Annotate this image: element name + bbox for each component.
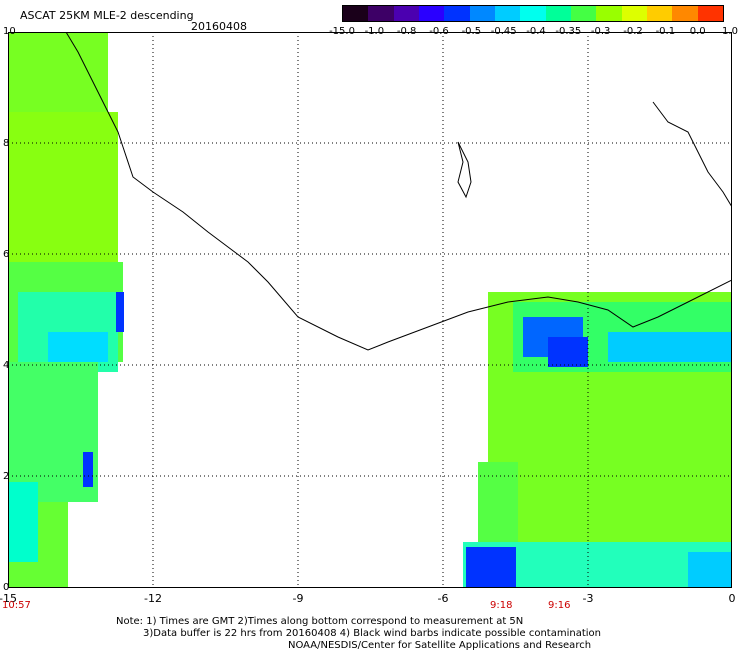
pass-time-middle1: 9:18 <box>490 600 513 611</box>
colorbar-swatch-12 <box>646 6 673 21</box>
x-tick-0: -15 <box>0 592 17 605</box>
colorbar-swatch-2 <box>393 6 419 21</box>
footnote: Note: 1) Times are GMT 2)Times along bot… <box>116 616 601 652</box>
x-tick-4: -3 <box>582 592 594 605</box>
colorbar-swatch-6 <box>494 6 521 21</box>
colorbar-swatch-11 <box>621 6 647 21</box>
colorbar-label-9: -0.2 <box>623 26 643 37</box>
colorbar-label-3: -0.6 <box>429 26 449 37</box>
colorbar-label-10: -0.1 <box>655 26 676 37</box>
y-tick-1: 8 <box>3 138 10 149</box>
colorbar-swatch-0 <box>343 6 369 21</box>
pass-time-left: 10:57 <box>2 600 31 611</box>
right-swath <box>463 292 732 588</box>
colorbar-swatch-5 <box>469 6 495 21</box>
y-tick-3: 4 <box>3 360 10 371</box>
colorbar <box>342 5 724 22</box>
map-canvas <box>8 32 732 588</box>
colorbar-label-6: -0.4 <box>526 26 546 37</box>
colorbar-label-8: -0.3 <box>590 26 611 37</box>
island <box>457 141 472 199</box>
colorbar-swatch-4 <box>444 6 470 21</box>
header-date: 20160408 <box>191 20 247 33</box>
colorbar-label-4: -0.5 <box>461 26 482 37</box>
note-line-2: 3)Data buffer is 22 hrs from 20160408 4)… <box>143 628 601 639</box>
y-tick-0: 10 <box>3 26 16 37</box>
map-area <box>8 32 732 588</box>
y-tick-4: 2 <box>3 471 10 482</box>
note-line-3: NOAA/NESDIS/Center for Satellite Applica… <box>288 640 592 651</box>
colorbar-swatch-9 <box>570 6 597 21</box>
y-tick-2: 6 <box>3 249 10 260</box>
colorbar-swatch-7 <box>520 6 546 21</box>
colorbar-label-7: -0.35 <box>555 26 582 37</box>
x-tick-2: -9 <box>292 592 304 605</box>
colorbar-label-1: -1.0 <box>364 26 385 37</box>
note-line-1: Note: 1) Times are GMT 2)Times along bot… <box>116 616 524 627</box>
coastline-east <box>652 101 732 208</box>
x-tick-3: -6 <box>437 592 449 605</box>
coastline <box>65 32 732 351</box>
x-tick-5: 0 <box>728 592 736 605</box>
y-tick-5: 0 <box>3 582 10 593</box>
colorbar-swatch-14 <box>697 6 723 21</box>
colorbar-label-11: 0.0 <box>689 26 706 37</box>
colorbar-label-0: -15.0 <box>329 26 355 37</box>
colorbar-swatch-1 <box>368 6 394 21</box>
header-title: ASCAT 25KM MLE-2 descending <box>20 9 194 22</box>
x-tick-1: -12 <box>144 592 162 605</box>
colorbar-swatch-3 <box>418 6 445 21</box>
colorbar-label-12: 1.0 <box>722 26 738 37</box>
map-frame <box>8 32 732 588</box>
colorbar-label-2: -0.8 <box>396 26 417 37</box>
lat-lon-grid <box>8 32 732 588</box>
colorbar-label-5: -0.45 <box>490 26 517 37</box>
colorbar-swatch-13 <box>672 6 698 21</box>
left-swath <box>8 32 124 588</box>
colorbar-swatch-8 <box>545 6 571 21</box>
pass-time-middle2: 9:16 <box>548 600 571 611</box>
colorbar-labels: -15.0 -1.0 -0.8 -0.6 -0.5 -0.45 -0.4 -0.35 -0.3 -… <box>329 26 738 40</box>
colorbar-swatch-10 <box>596 6 622 21</box>
